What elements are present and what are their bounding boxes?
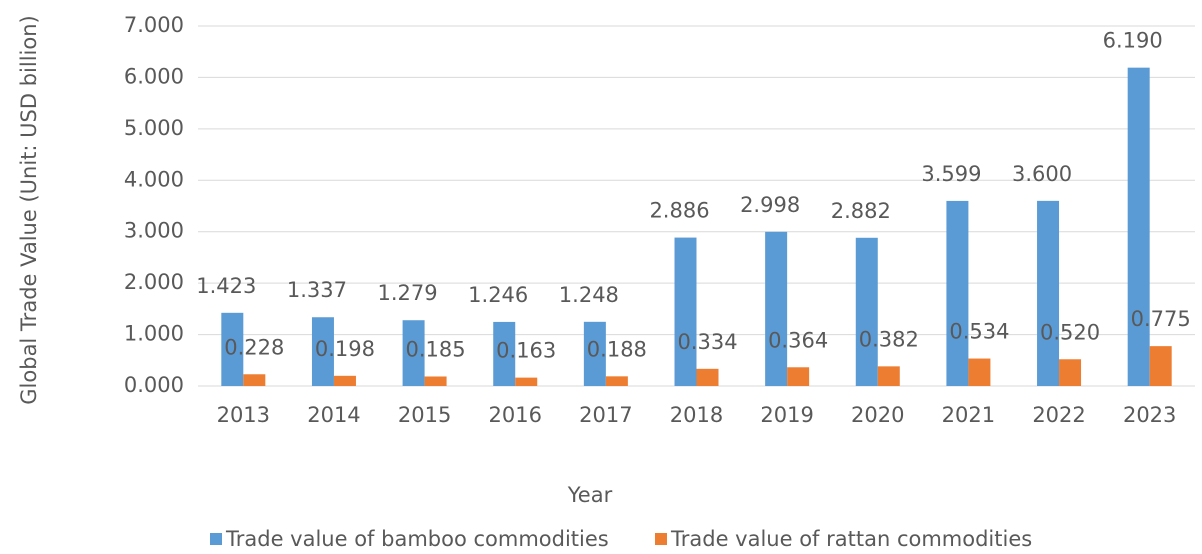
legend-swatch	[210, 533, 222, 545]
legend-label: Trade value of rattan commodities	[670, 527, 1032, 551]
data-label: 1.248	[559, 283, 619, 307]
bar	[674, 237, 697, 386]
y-tick-label: 5.000	[124, 116, 184, 140]
data-label: 2.886	[649, 199, 709, 223]
bar	[515, 377, 538, 386]
data-label: 0.334	[677, 330, 737, 354]
bar	[855, 237, 878, 386]
y-tick-label: 3.000	[124, 219, 184, 243]
data-label: 1.337	[287, 278, 347, 302]
x-tick-label: 2021	[942, 403, 995, 427]
data-label: 0.364	[768, 328, 828, 352]
bar	[583, 321, 606, 386]
data-label: 0.382	[859, 327, 919, 351]
data-label: 0.188	[587, 337, 647, 361]
x-tick-label: 2016	[489, 403, 542, 427]
data-label: 3.600	[1012, 162, 1072, 186]
data-label: 0.534	[949, 320, 1009, 344]
x-tick-label: 2018	[670, 403, 723, 427]
y-tick-label: 0.000	[124, 373, 184, 397]
y-tick-label: 7.000	[124, 13, 184, 37]
bar	[1037, 200, 1060, 386]
bar	[968, 358, 991, 386]
data-label: 2.882	[831, 199, 891, 223]
bar	[311, 317, 334, 386]
data-label: 6.190	[1103, 29, 1163, 53]
bar	[765, 231, 788, 386]
data-label: 3.599	[921, 162, 981, 186]
data-label: 0.185	[406, 337, 466, 361]
bar	[787, 367, 810, 386]
y-tick-label: 4.000	[124, 167, 184, 191]
y-tick-label: 6.000	[124, 64, 184, 88]
data-label: 1.279	[378, 281, 438, 305]
bar	[221, 312, 244, 386]
x-tick-label: 2019	[760, 403, 813, 427]
bar	[333, 375, 356, 386]
data-label: 1.246	[468, 283, 528, 307]
bar	[493, 321, 516, 386]
y-axis-title: Global Trade Value (Unit: USD billion)	[17, 15, 41, 404]
x-tick-label: 2014	[307, 403, 360, 427]
data-label: 0.198	[315, 337, 375, 361]
bar	[1127, 67, 1150, 387]
x-tick-label: 2017	[579, 403, 632, 427]
x-tick-label: 2013	[217, 403, 270, 427]
x-axis-title: Year	[567, 483, 613, 507]
y-tick-label: 1.000	[124, 322, 184, 346]
bar	[402, 320, 425, 386]
x-tick-label: 2020	[851, 403, 904, 427]
legend-label: Trade value of bamboo commodities	[225, 527, 609, 551]
data-label: 0.228	[224, 335, 284, 359]
y-tick-label: 2.000	[124, 270, 184, 294]
bar	[1149, 346, 1172, 386]
legend-swatch	[655, 533, 667, 545]
data-label: 1.423	[196, 274, 256, 298]
bar	[243, 374, 266, 386]
x-tick-label: 2023	[1123, 403, 1176, 427]
data-label: 0.775	[1131, 307, 1191, 331]
bar	[946, 200, 969, 386]
bar	[605, 376, 628, 386]
data-label: 0.163	[496, 339, 556, 363]
bar	[696, 368, 719, 386]
bar	[424, 376, 447, 386]
data-label: 0.520	[1040, 320, 1100, 344]
bar	[1059, 359, 1082, 386]
data-label: 2.998	[740, 193, 800, 217]
bar	[877, 366, 900, 386]
x-tick-label: 2015	[398, 403, 451, 427]
x-tick-label: 2022	[1032, 403, 1085, 427]
